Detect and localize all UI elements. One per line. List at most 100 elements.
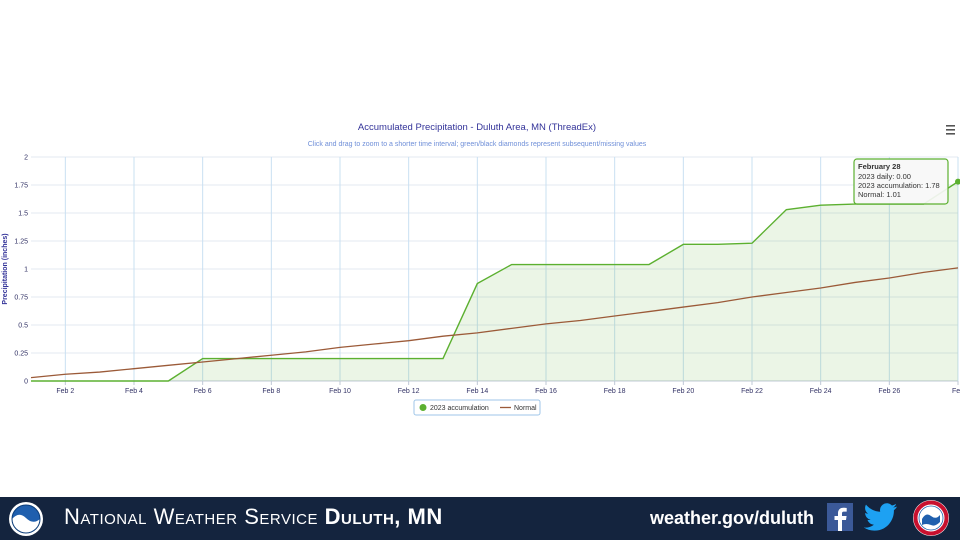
- data-point-normal: [167, 364, 170, 367]
- x-tick-label: Feb: [952, 388, 960, 395]
- site-url[interactable]: weather.gov/duluth: [650, 508, 815, 528]
- data-point-normal: [579, 319, 582, 322]
- data-point-normal: [819, 287, 822, 290]
- org-word-3: Service: [244, 504, 318, 529]
- x-tick-label: Feb 12: [398, 388, 420, 395]
- series-line-normal: [30, 267, 959, 379]
- chart-title: Accumulated Precipitation - Duluth Area,…: [358, 122, 596, 133]
- data-point-2023: [373, 357, 376, 360]
- data-point-normal: [785, 291, 788, 294]
- tooltip: February 28 2023 daily: 0.00 2023 accumu…: [853, 158, 949, 205]
- data-point-normal: [30, 376, 33, 379]
- data-point-2023: [201, 357, 204, 360]
- menu-icon[interactable]: [943, 124, 957, 136]
- y-tick-label: 1: [24, 267, 28, 274]
- x-tick-label: Feb 24: [810, 388, 832, 395]
- data-point-normal: [476, 331, 479, 334]
- legend-label-2023: 2023 accumulation: [430, 405, 489, 412]
- data-point-2023: [338, 357, 341, 360]
- data-point-2023: [270, 357, 273, 360]
- data-point-normal: [888, 277, 891, 280]
- chart-grid: [31, 156, 959, 385]
- data-point-2023: [579, 263, 582, 266]
- data-point-2023: [819, 204, 822, 207]
- data-point-2023: [304, 357, 307, 360]
- data-point-normal: [201, 361, 204, 364]
- accumulation-area-fill: [31, 181, 958, 381]
- org-word-1: National: [64, 504, 147, 529]
- data-point-2023: [64, 379, 67, 382]
- legend-item-2023-accumulation[interactable]: 2023 accumulation: [419, 404, 489, 412]
- x-tick-label: Feb 2: [56, 388, 74, 395]
- data-point-normal: [854, 281, 857, 284]
- data-point-normal: [545, 322, 548, 325]
- twitter-icon[interactable]: [864, 503, 898, 531]
- data-point-2023: [647, 263, 650, 266]
- legend-marker-2023: [419, 404, 427, 411]
- data-point-normal: [716, 301, 719, 304]
- data-point-2023: [132, 379, 135, 382]
- y-tick-label: 1.75: [14, 183, 28, 190]
- noaa-logo: [9, 502, 43, 536]
- precipitation-chart[interactable]: Accumulated Precipitation - Duluth Area,…: [0, 0, 960, 497]
- legend-item-normal[interactable]: Normal: [500, 405, 537, 412]
- x-tick-label: Feb 10: [329, 388, 351, 395]
- legend-label-normal: Normal: [514, 405, 537, 412]
- nws-office-title: National Weather Service Duluth, MN: [64, 504, 443, 530]
- data-point-normal: [339, 346, 342, 349]
- x-tick-label: Feb 14: [466, 388, 488, 395]
- data-point-normal: [510, 327, 513, 330]
- nws-logo: [913, 500, 949, 536]
- series-lines: [29, 178, 960, 382]
- footer-banner: National Weather Service Duluth, MN weat…: [0, 497, 960, 540]
- x-tick-label: Feb 6: [194, 388, 212, 395]
- y-axis-ticks: 0 0.25 0.5 0.75 1 1.25 1.5 1.75 2: [14, 155, 28, 386]
- data-point-2023: [785, 208, 788, 211]
- data-point-normal: [373, 343, 376, 346]
- data-point-normal: [442, 335, 445, 338]
- data-point-normal: [682, 306, 685, 309]
- data-point-2023: [476, 282, 479, 285]
- y-tick-label: 0: [24, 379, 28, 386]
- tooltip-normal: Normal: 1.01: [858, 190, 901, 199]
- data-point-normal: [236, 357, 239, 360]
- data-point-normal: [613, 315, 616, 318]
- data-point-normal: [922, 271, 925, 274]
- y-tick-label: 0.75: [14, 295, 28, 302]
- y-tick-label: 1.25: [14, 239, 28, 246]
- data-point-2023: [716, 243, 719, 246]
- y-axis-title: Precipitation (inches): [2, 233, 9, 304]
- data-point-normal: [64, 373, 67, 376]
- tooltip-date: February 28: [858, 162, 901, 171]
- data-point-2023: [613, 263, 616, 266]
- data-point-2023: [510, 263, 513, 266]
- x-tick-label: Feb 8: [262, 388, 280, 395]
- x-tick-label: Feb 18: [604, 388, 626, 395]
- x-axis-ticks: Feb 2 Feb 4 Feb 6 Feb 8 Feb 10 Feb 12 Feb 14 Fe…: [56, 388, 960, 395]
- y-tick-label: 0.5: [18, 323, 28, 330]
- data-point-2023: [682, 243, 685, 246]
- data-point-2023: [441, 357, 444, 360]
- plot-area: [31, 181, 958, 381]
- data-point-normal: [407, 339, 410, 342]
- org-word-2: Weather: [153, 504, 238, 529]
- facebook-icon[interactable]: [827, 503, 853, 531]
- data-point-normal: [957, 266, 960, 269]
- data-point-2023: [407, 357, 410, 360]
- data-point-normal: [304, 350, 307, 353]
- y-tick-label: 0.25: [14, 351, 28, 358]
- x-tick-label: Feb 20: [672, 388, 694, 395]
- x-tick-label: Feb 16: [535, 388, 557, 395]
- tooltip-daily: 2023 daily: 0.00: [858, 172, 911, 181]
- data-point-2023: [29, 379, 32, 382]
- data-point-normal: [133, 367, 136, 370]
- data-point-2023: [750, 242, 753, 245]
- y-tick-label: 1.5: [18, 211, 28, 218]
- data-point-normal: [648, 310, 651, 313]
- legend[interactable]: 2023 accumulation Normal: [413, 399, 541, 416]
- data-point-2023: [955, 178, 960, 185]
- chart-subtitle: Click and drag to zoom to a shorter time…: [308, 141, 647, 148]
- series-line-2023-accumulation: [31, 181, 959, 382]
- data-point-2023: [167, 379, 170, 382]
- data-point-2023: [544, 263, 547, 266]
